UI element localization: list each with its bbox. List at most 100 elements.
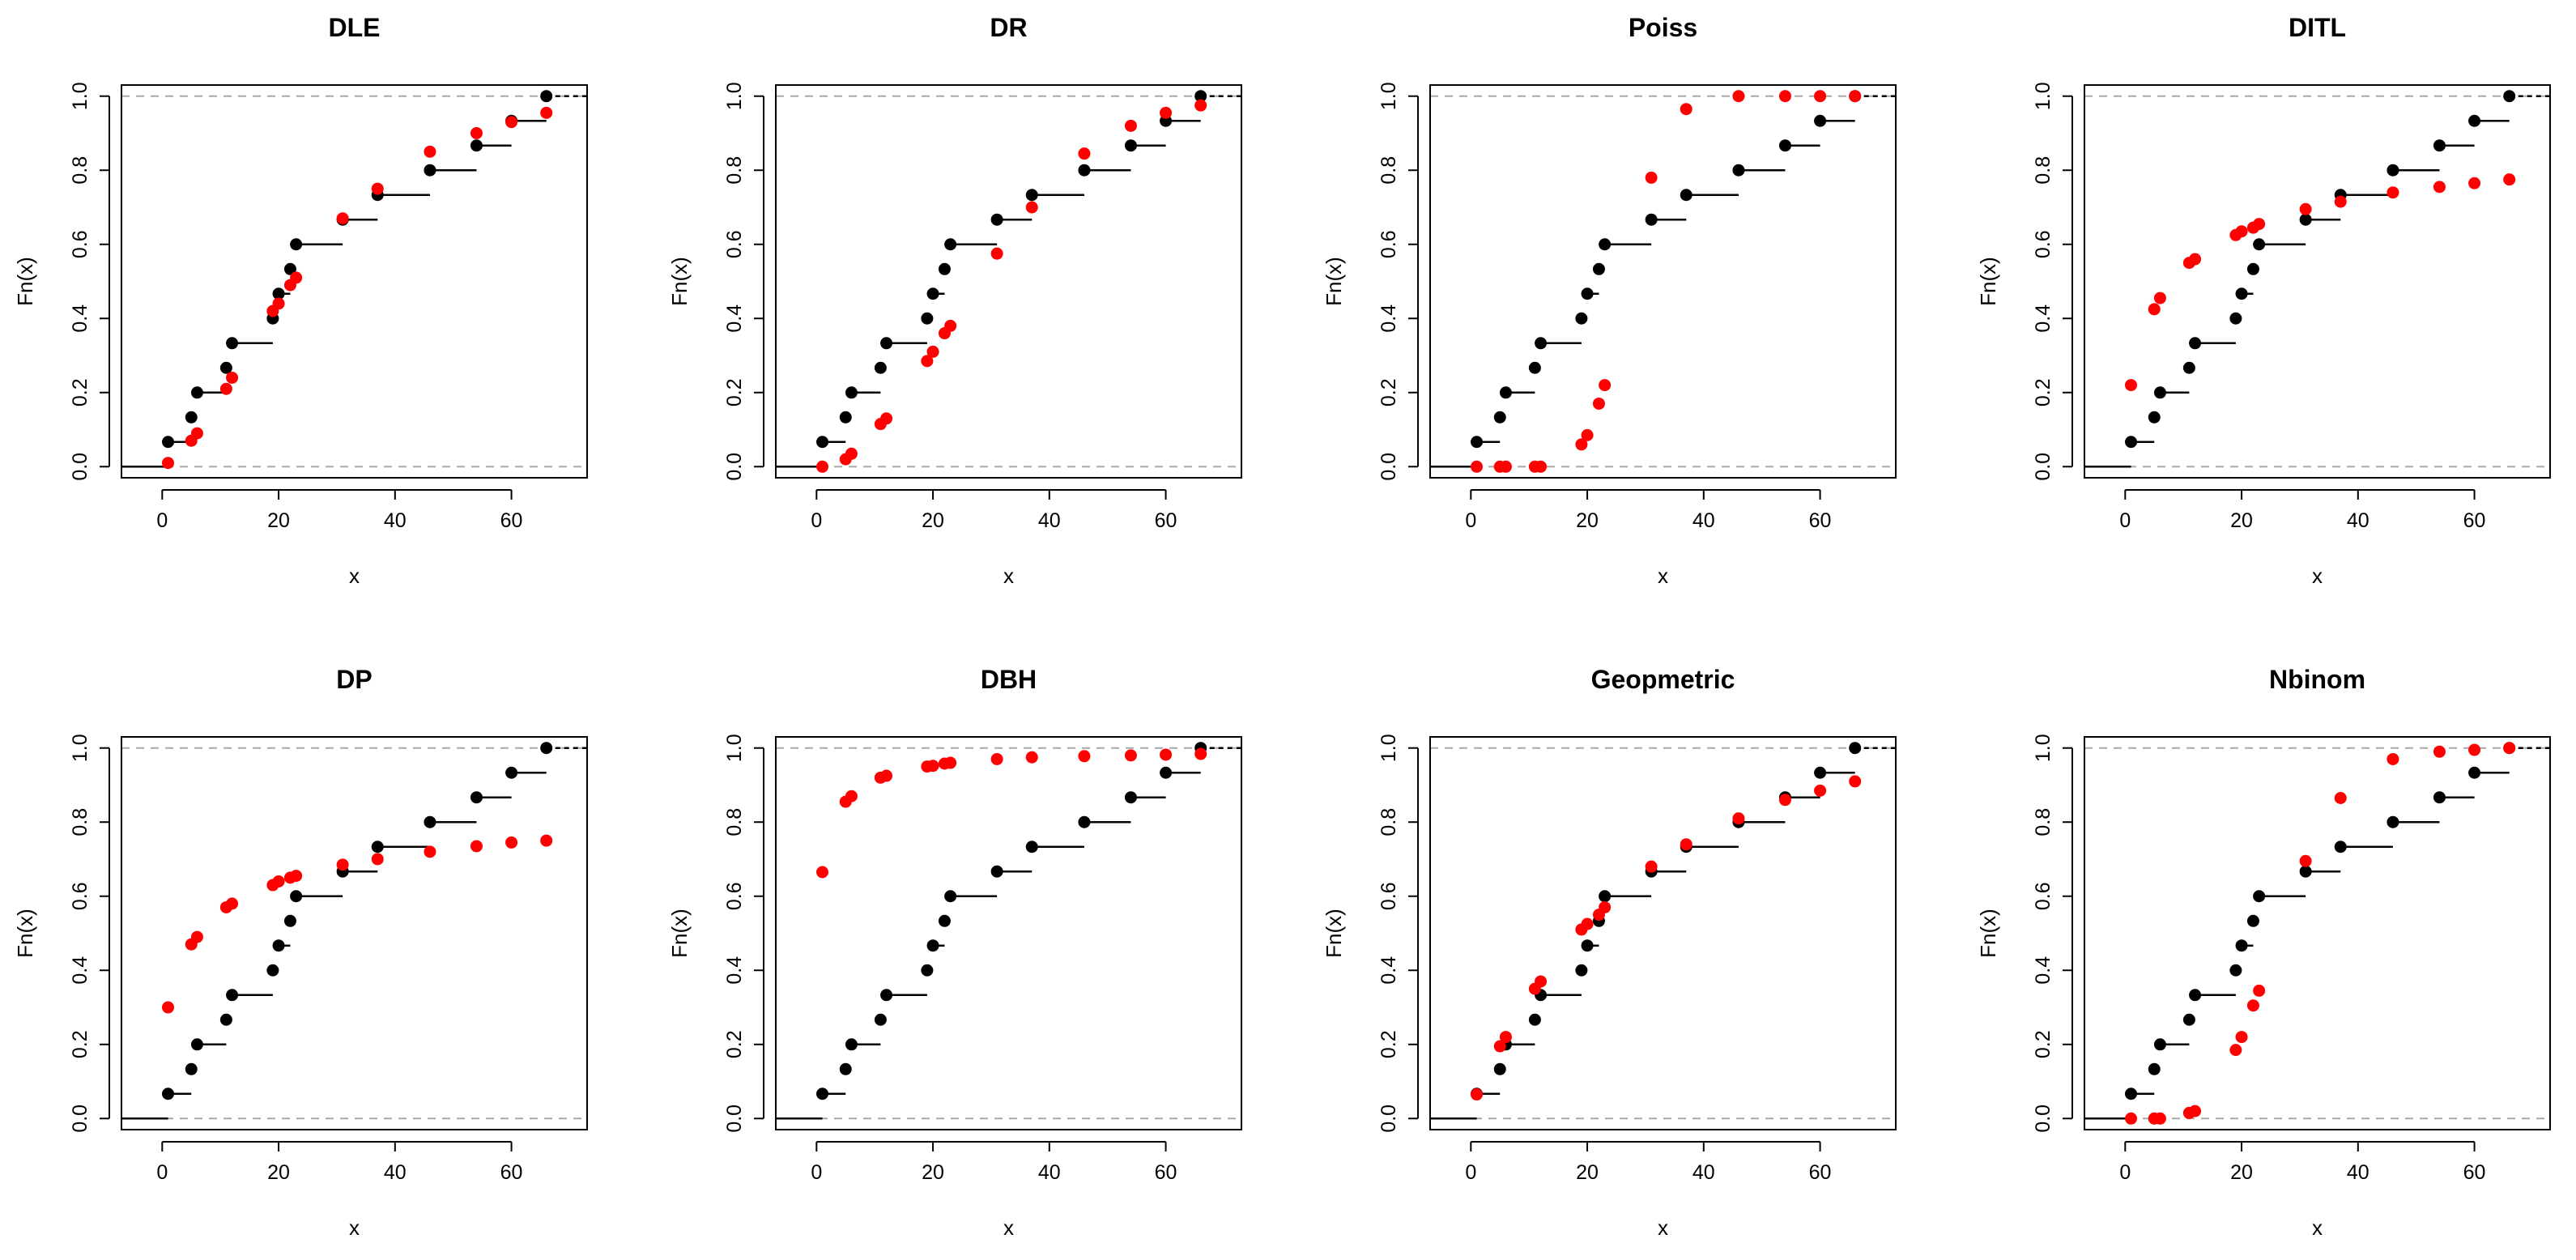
empirical-point <box>1194 90 1207 103</box>
empirical-point <box>2334 841 2347 853</box>
empirical-point <box>1814 114 1827 127</box>
empirical-point <box>1778 139 1791 152</box>
empirical-point <box>2182 361 2195 374</box>
x-axis-label: x <box>349 564 360 588</box>
empirical-point <box>2246 914 2259 927</box>
fitted-point <box>1645 171 1658 184</box>
empirical-point <box>2125 1088 2137 1100</box>
empirical-point <box>880 989 893 1002</box>
y-tick-label: 0.2 <box>69 1030 92 1058</box>
empirical-point <box>2503 90 2516 103</box>
empirical-point <box>190 1038 203 1051</box>
empirical-point <box>2189 989 2202 1002</box>
fitted-point <box>290 271 303 284</box>
y-tick-label: 0.0 <box>1377 453 1400 481</box>
fitted-point <box>470 840 483 853</box>
x-tick-label: 20 <box>267 1161 290 1184</box>
y-tick-label: 0.2 <box>2032 1030 2054 1058</box>
x-tick-label: 40 <box>384 1161 407 1184</box>
y-tick-label: 0.8 <box>723 808 746 836</box>
fitted-point <box>1535 460 1548 473</box>
empirical-point <box>424 815 436 828</box>
empirical-point <box>1493 1062 1506 1075</box>
plot-frame <box>775 84 1242 479</box>
fitted-point <box>2189 1105 2202 1117</box>
fitted-point <box>1849 90 1862 103</box>
y-axis-label: Fn(x) <box>1322 909 1346 958</box>
empirical-point <box>2235 939 2248 952</box>
y-tick-label: 0.2 <box>1377 378 1400 407</box>
y-axis-label: Fn(x) <box>667 257 692 306</box>
plot-frame <box>2084 736 2551 1130</box>
empirical-point <box>1025 189 1038 202</box>
panel-title: Poiss <box>1629 13 1697 42</box>
x-tick-label: 20 <box>267 509 290 532</box>
fitted-point <box>2253 218 2266 231</box>
empirical-point <box>1528 361 1541 374</box>
fitted-point <box>371 182 384 195</box>
fitted-point <box>470 126 483 139</box>
fitted-point <box>1778 90 1791 103</box>
empirical-point <box>2246 262 2259 275</box>
fitted-point <box>424 145 436 158</box>
empirical-point <box>2153 1038 2166 1051</box>
empirical-point <box>1575 312 1588 325</box>
y-axis-label: Fn(x) <box>1976 909 2000 958</box>
fitted-point <box>190 427 203 440</box>
y-axis-label: Fn(x) <box>13 257 37 306</box>
y-tick-label: 0.6 <box>723 882 746 910</box>
empirical-point <box>816 1088 828 1100</box>
y-tick-label: 1.0 <box>2032 734 2054 762</box>
x-tick-label: 20 <box>922 1161 944 1184</box>
fitted-point <box>2235 225 2248 238</box>
fitted-point <box>1471 1088 1483 1101</box>
empirical-point <box>921 964 934 977</box>
y-tick-label: 0.0 <box>69 453 92 481</box>
x-tick-label: 40 <box>1038 509 1061 532</box>
fitted-point <box>1778 794 1791 807</box>
panel-dr: DR 0 20 40 60 0.0 0.2 0.4 0.6 0.8 1.0 x Fn(x) <box>667 13 1242 588</box>
fitted-point <box>1645 860 1658 873</box>
panel-dle: DLE 0 20 40 60 0.0 0.2 0.4 0.6 0.8 1.0 x Fn(x) <box>13 13 588 588</box>
fitted-point <box>2125 1112 2137 1125</box>
x-tick-label: 0 <box>811 1161 822 1184</box>
fitted-point <box>1499 460 1512 473</box>
fitted-point <box>990 247 1003 260</box>
plot-frame <box>1429 84 1897 479</box>
fitted-point <box>1535 975 1548 988</box>
fitted-point <box>1194 747 1207 760</box>
x-tick-label: 20 <box>1576 1161 1599 1184</box>
empirical-point <box>2229 964 2242 977</box>
fitted-point <box>845 790 858 802</box>
fitted-point <box>880 412 893 425</box>
fitted-point <box>1499 1031 1512 1044</box>
empirical-point <box>2387 815 2399 828</box>
empirical-point <box>2468 766 2481 779</box>
fitted-point <box>424 845 436 858</box>
x-tick-label: 40 <box>1692 509 1715 532</box>
empirical-point <box>938 914 951 927</box>
empirical-point <box>2433 791 2446 804</box>
y-axis-label: Fn(x) <box>1976 257 2000 306</box>
empirical-point <box>926 939 939 952</box>
empirical-point <box>371 841 384 853</box>
fitted-point <box>2387 752 2399 765</box>
plot-frame <box>1429 736 1897 1130</box>
empirical-point <box>839 411 852 424</box>
empirical-point <box>2253 238 2266 251</box>
x-tick-label: 40 <box>2347 509 2369 532</box>
fitted-point <box>505 836 518 849</box>
plot-frame <box>121 736 588 1130</box>
fitted-point <box>2503 173 2516 186</box>
fitted-point <box>505 116 518 129</box>
empirical-point <box>1814 766 1827 779</box>
empirical-point <box>944 238 957 251</box>
fitted-point <box>2299 854 2312 867</box>
x-tick-label: 0 <box>156 509 168 532</box>
fitted-point <box>1160 748 1173 761</box>
empirical-point <box>219 361 232 374</box>
fitted-point <box>2334 791 2347 804</box>
empirical-point <box>185 411 198 424</box>
fitted-point <box>272 875 285 888</box>
fitted-point <box>926 760 939 773</box>
